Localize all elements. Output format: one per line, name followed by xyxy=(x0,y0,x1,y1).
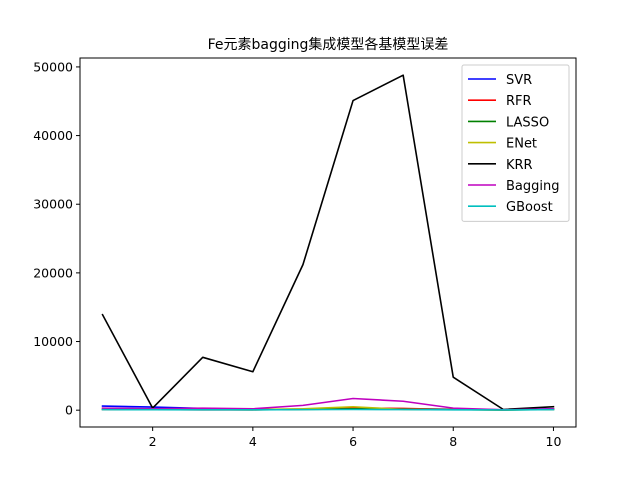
y-tick-label: 10000 xyxy=(33,334,73,349)
y-tick-label: 20000 xyxy=(33,265,73,280)
chart-title: Fe元素bagging集成模型各基模型误差 xyxy=(208,36,449,53)
legend-label-rfr: RFR xyxy=(506,94,532,109)
x-tick-label: 10 xyxy=(546,434,562,449)
plot-frame xyxy=(79,57,577,428)
legend-label-lasso: LASSO xyxy=(506,115,549,130)
y-tick-label: 30000 xyxy=(33,197,73,212)
legend-label-krr: KRR xyxy=(506,158,533,173)
legend-label-bagging: Bagging xyxy=(506,179,560,194)
legend-box xyxy=(461,64,570,222)
series-line-bagging xyxy=(101,397,555,411)
x-tick-label: 4 xyxy=(249,434,257,449)
y-tick-label: 50000 xyxy=(33,59,73,74)
x-axis: 2 4 6 8 10 xyxy=(149,427,562,449)
legend-label-svr: SVR xyxy=(506,73,532,88)
y-axis: 0 10000 20000 30000 40000 50000 xyxy=(33,59,80,418)
series-lines xyxy=(101,74,555,411)
x-tick-label: 8 xyxy=(449,434,457,449)
series-line-krr xyxy=(101,74,555,411)
legend-label-gboost: GBoost xyxy=(506,200,553,215)
legend: SVR RFR LASSO ENet KRR Bagging GBoost xyxy=(461,64,570,222)
x-tick-label: 2 xyxy=(149,434,157,449)
legend-label-enet: ENet xyxy=(506,137,537,152)
y-tick-label: 40000 xyxy=(33,128,73,143)
y-tick-label: 0 xyxy=(65,403,73,418)
x-tick-label: 6 xyxy=(349,434,357,449)
